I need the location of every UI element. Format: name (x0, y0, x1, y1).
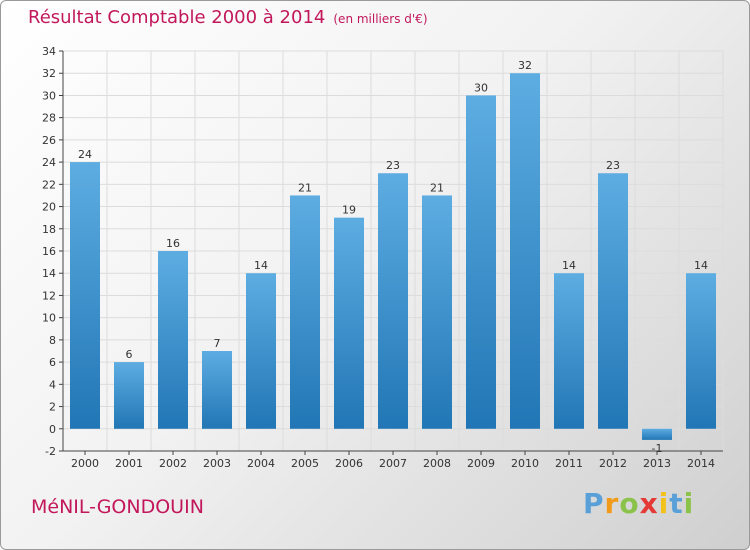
x-tick-label: 2012 (599, 457, 627, 470)
y-tick-label: 20 (42, 201, 56, 214)
y-tick-label: 0 (49, 423, 56, 436)
x-tick-label: 2013 (643, 457, 671, 470)
data-label: 7 (214, 337, 221, 350)
bar (510, 73, 540, 429)
y-tick-label: 16 (42, 245, 56, 258)
chart-title-block: Résultat Comptable 2000 à 2014 (en millie… (28, 7, 428, 28)
chart-unit: (en milliers d'€) (333, 12, 428, 26)
bar (598, 173, 628, 429)
data-label: -1 (652, 442, 663, 455)
data-label: 24 (78, 148, 92, 161)
bar (378, 173, 408, 429)
data-label: 6 (126, 348, 133, 361)
y-tick-label: 32 (42, 67, 56, 80)
logo-letter: o (619, 487, 640, 520)
bar (466, 95, 496, 429)
bar (246, 273, 276, 429)
x-tick-label: 2006 (335, 457, 363, 470)
x-tick-label: 2010 (511, 457, 539, 470)
data-label: 14 (694, 259, 708, 272)
data-label: 14 (254, 259, 268, 272)
data-label: 21 (298, 181, 312, 194)
x-tick-label: 2003 (203, 457, 231, 470)
bar (422, 195, 452, 429)
location-name: MéNIL-GONDOUIN (31, 496, 204, 518)
y-tick-label: 4 (49, 378, 56, 391)
logo-letter: r (604, 487, 620, 520)
logo-letter: P (583, 487, 605, 520)
x-tick-label: 2009 (467, 457, 495, 470)
data-label: 23 (386, 159, 400, 172)
y-tick-label: 10 (42, 312, 56, 325)
logo-letter: x (639, 487, 659, 520)
x-tick-label: 2011 (555, 457, 583, 470)
bar (290, 195, 320, 429)
bar (202, 351, 232, 429)
y-tick-label: 26 (42, 134, 56, 147)
x-tick-label: 2007 (379, 457, 407, 470)
y-tick-label: 8 (49, 334, 56, 347)
bar (114, 362, 144, 429)
y-tick-label: 18 (42, 223, 56, 236)
data-label: 16 (166, 237, 180, 250)
logo-letter: i (658, 487, 670, 520)
logo-letter: t (669, 487, 684, 520)
data-label: 21 (430, 181, 444, 194)
data-label: 32 (518, 59, 532, 72)
x-tick-label: 2005 (291, 457, 319, 470)
bar (70, 162, 100, 429)
bar (642, 428, 672, 440)
logo-letter: i (683, 487, 695, 520)
y-tick-label: -2 (45, 445, 56, 458)
y-tick-label: 12 (42, 289, 56, 302)
bar (334, 217, 364, 429)
x-tick-label: 2004 (247, 457, 275, 470)
y-tick-label: 6 (49, 356, 56, 369)
bar (554, 273, 584, 429)
x-tick-label: 2008 (423, 457, 451, 470)
x-tick-label: 2000 (71, 457, 99, 470)
chart-title: Résultat Comptable 2000 à 2014 (28, 7, 326, 28)
y-tick-label: 24 (42, 156, 56, 169)
y-tick-label: 14 (42, 267, 56, 280)
x-tick-label: 2002 (159, 457, 187, 470)
y-tick-label: 34 (42, 45, 56, 58)
x-tick-label: 2001 (115, 457, 143, 470)
data-label: 14 (562, 259, 576, 272)
proxiti-logo[interactable]: Proxiti (583, 487, 693, 527)
y-tick-label: 28 (42, 112, 56, 125)
y-tick-label: 2 (49, 401, 56, 414)
bar (686, 273, 716, 429)
data-label: 30 (474, 81, 488, 94)
y-tick-label: 30 (42, 89, 56, 102)
x-tick-label: 2014 (687, 457, 715, 470)
y-tick-label: 22 (42, 178, 56, 191)
bar (158, 251, 188, 429)
data-label: 23 (606, 159, 620, 172)
data-label: 19 (342, 204, 356, 217)
